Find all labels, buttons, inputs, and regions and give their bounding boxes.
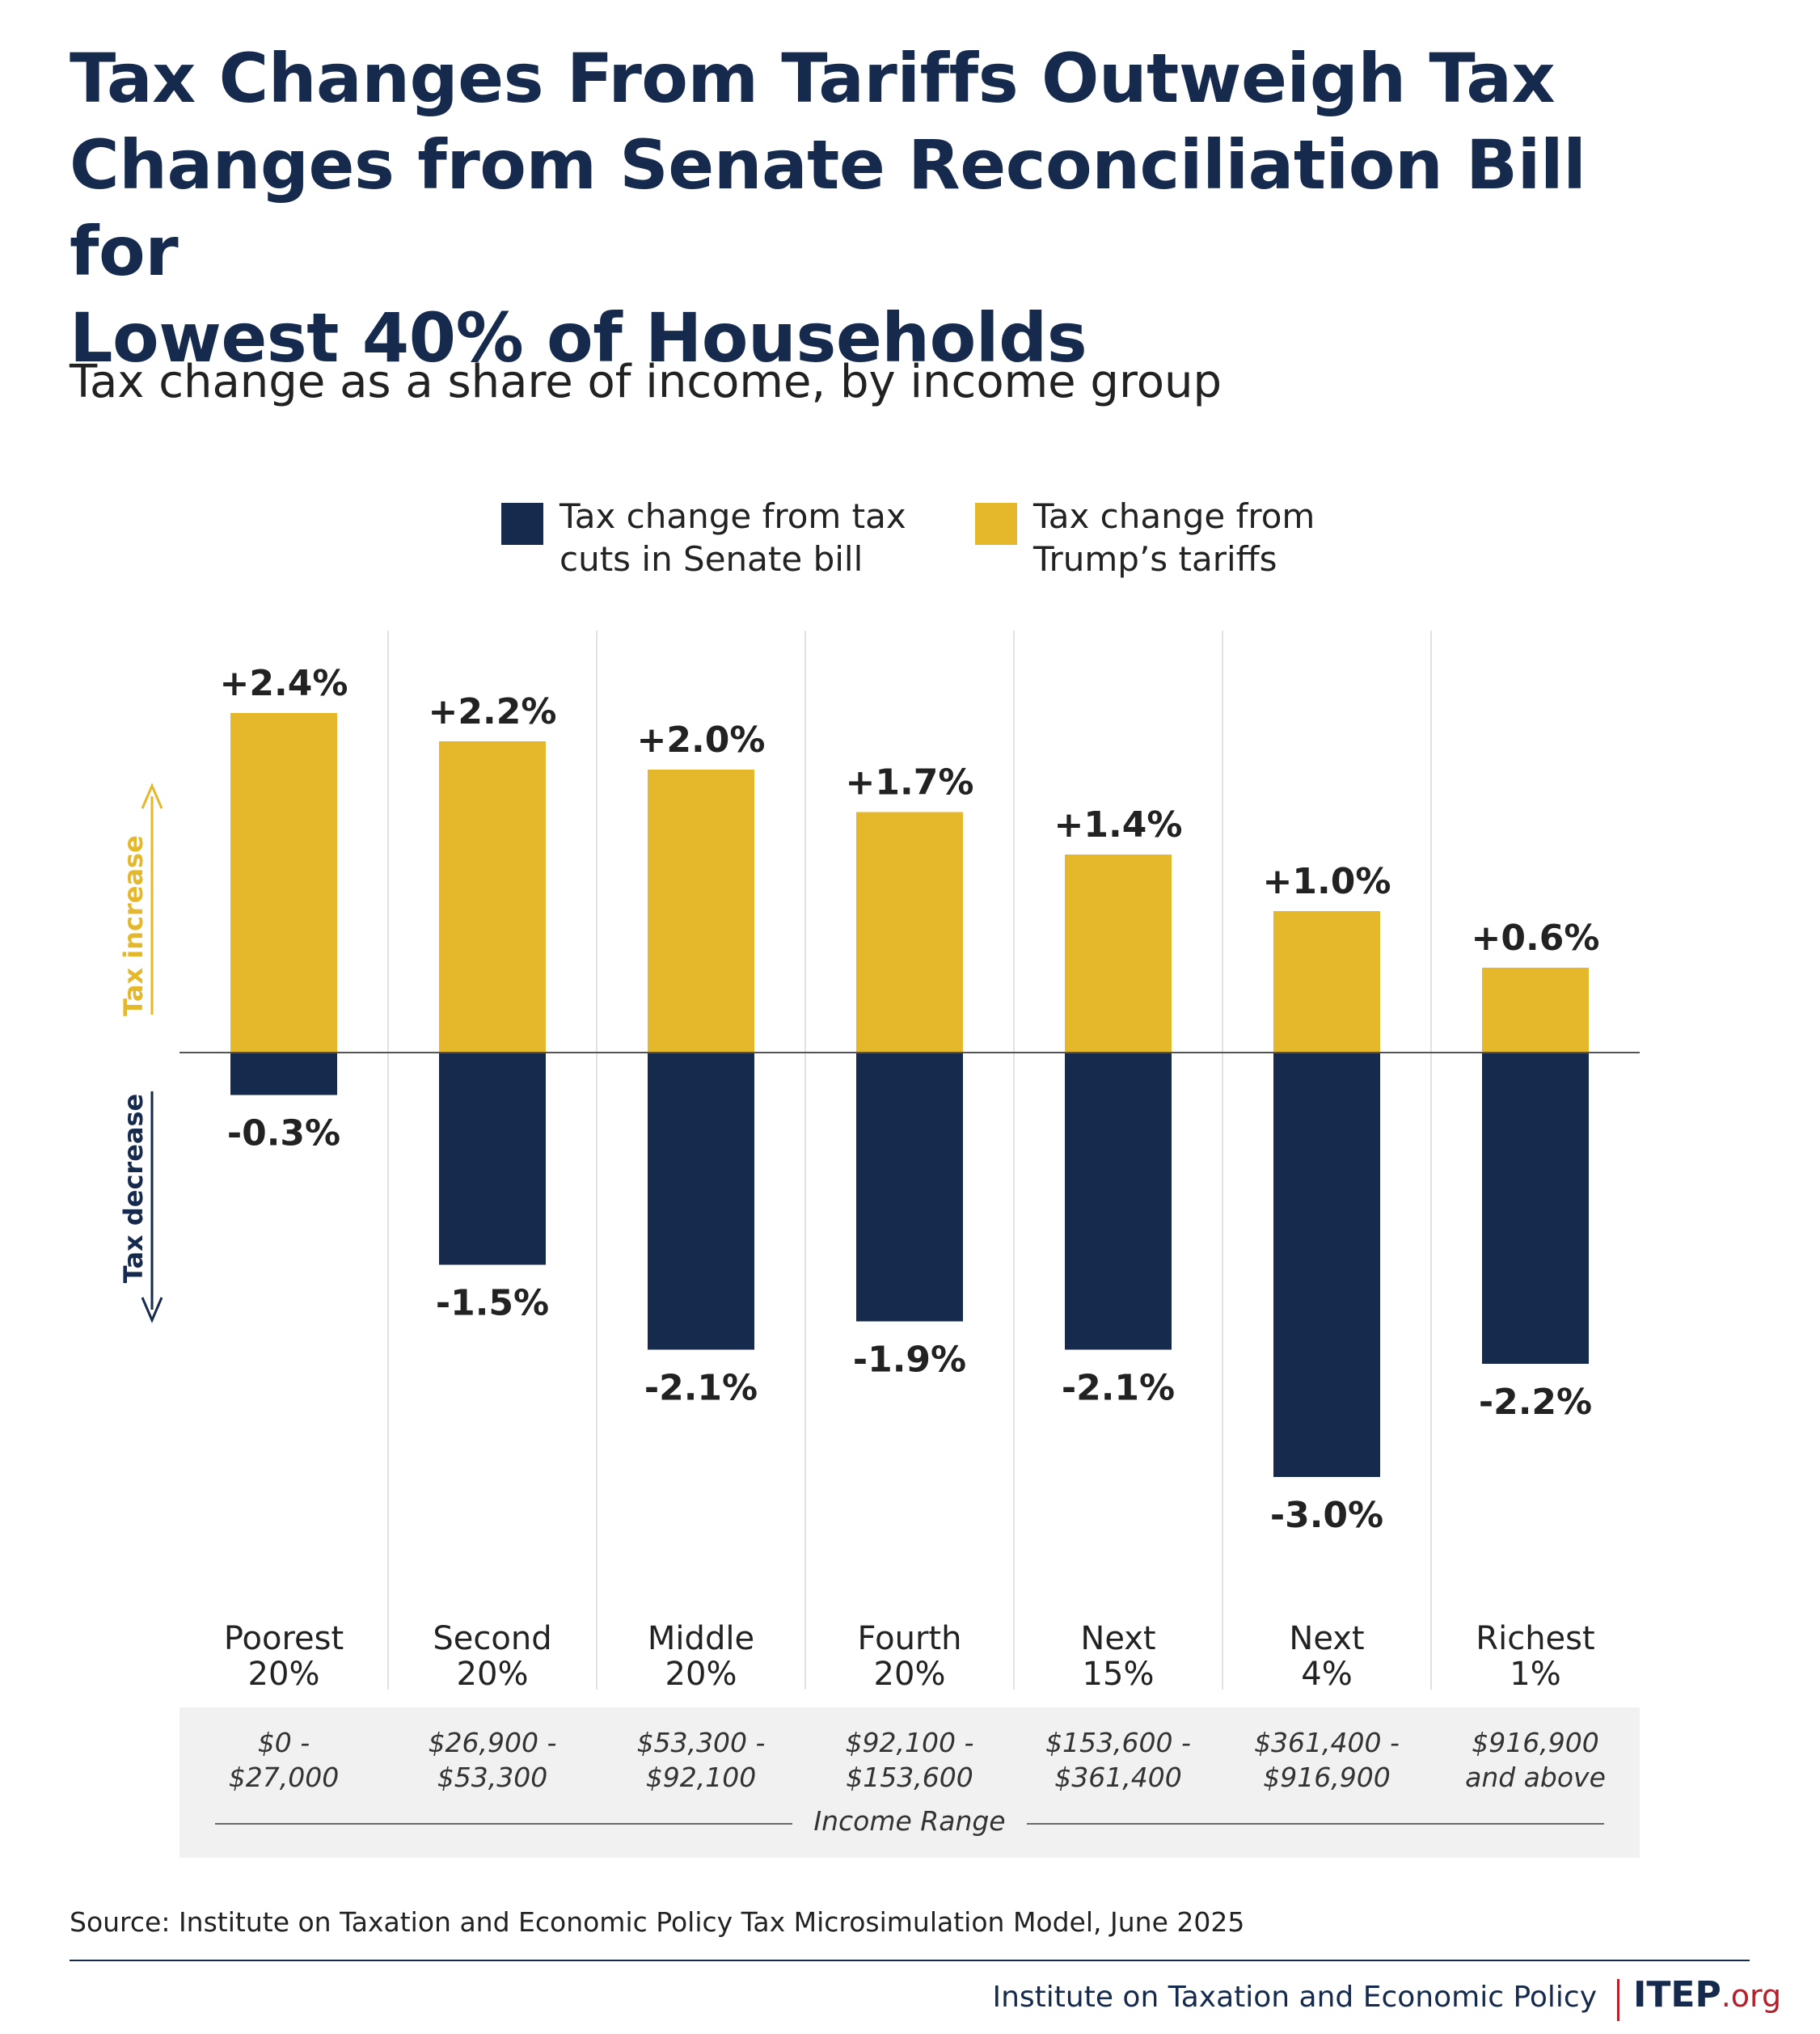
category-label: 1% [1510, 1656, 1560, 1693]
legend-label-tariffs: Tax change from Trump’s tariffs [1033, 496, 1315, 579]
income-range-title: Income Range [813, 1805, 1006, 1837]
category-label: Middle [648, 1620, 754, 1657]
income-range-value: $0 - $27,000 [228, 1727, 340, 1793]
data-label-tariffs: +1.0% [1263, 861, 1391, 902]
data-label-senate-cuts: -1.9% [853, 1340, 966, 1381]
bar-tariffs [1273, 911, 1380, 1053]
category-label: 20% [248, 1656, 320, 1693]
category-label: Fourth [858, 1620, 962, 1657]
category-label: 20% [665, 1656, 737, 1693]
bar-senate-cuts [1273, 1053, 1380, 1477]
data-label-tariffs: +1.7% [846, 762, 974, 804]
data-label-senate-cuts: -2.1% [644, 1368, 758, 1409]
data-label-senate-cuts: -2.2% [1479, 1382, 1592, 1423]
income-range-value: $153,600 - $361,400 [1045, 1727, 1191, 1793]
down-arrow-icon [141, 1297, 163, 1323]
data-label-tariffs: +2.0% [637, 719, 766, 761]
source-note: Source: Institute on Taxation and Econom… [70, 1906, 1245, 1938]
legend-swatch-tariffs [975, 503, 1017, 545]
bar-tariffs [1482, 968, 1589, 1053]
category-label: 4% [1301, 1656, 1352, 1693]
data-label-tariffs: +2.4% [220, 663, 348, 704]
tax-decrease-label: Tax decrease [118, 1094, 149, 1283]
bar-tariffs [1065, 855, 1172, 1053]
category-label: Poorest [224, 1620, 344, 1657]
data-label-senate-cuts: -3.0% [1270, 1495, 1383, 1536]
bar-senate-cuts [439, 1053, 546, 1265]
chart-title: Tax Changes From Tariffs Outweigh Tax Ch… [70, 39, 1586, 378]
bar-tariffs [856, 812, 963, 1053]
category-label: Next [1080, 1620, 1155, 1657]
income-range-value: $92,100 - $153,600 [845, 1727, 974, 1793]
bar-tariffs [648, 770, 754, 1053]
bar-senate-cuts [1065, 1053, 1172, 1350]
data-label-senate-cuts: -1.5% [436, 1283, 549, 1324]
itep-logo: ITEP.org [1633, 1974, 1781, 2015]
bar-chart: +2.4%-0.3%Poorest20%+2.2%-1.5%Second20%+… [118, 631, 1640, 1693]
data-label-senate-cuts: -2.1% [1062, 1368, 1175, 1409]
bar-senate-cuts [1482, 1053, 1589, 1364]
category-label: 15% [1083, 1656, 1155, 1693]
footer-separator [1617, 1979, 1619, 2021]
bar-tariffs [439, 741, 546, 1053]
category-label: Richest [1476, 1620, 1594, 1657]
category-label: 20% [457, 1656, 529, 1693]
category-label: Second [433, 1620, 551, 1657]
logo-main: ITEP [1633, 1974, 1721, 2015]
category-label: Next [1289, 1620, 1364, 1657]
income-range-rule-right [1027, 1823, 1604, 1825]
legend: Tax change from tax cuts in Senate bill … [0, 496, 1820, 598]
up-arrow-icon [141, 783, 163, 809]
bar-tariffs [230, 713, 337, 1053]
legend-swatch-senate-cuts [501, 503, 543, 545]
bar-senate-cuts [230, 1053, 337, 1095]
income-range-rule-left [215, 1823, 792, 1825]
data-label-senate-cuts: -0.3% [227, 1113, 340, 1154]
income-range-value: $26,900 - $53,300 [428, 1727, 557, 1793]
income-range-value: $916,900 and above [1465, 1727, 1606, 1793]
income-range-value: $53,300 - $92,100 [636, 1727, 766, 1793]
bar-senate-cuts [856, 1053, 963, 1322]
data-label-tariffs: +1.4% [1054, 804, 1183, 846]
footer-divider [70, 1960, 1750, 1961]
legend-label-senate-cuts: Tax change from tax cuts in Senate bill [560, 496, 906, 579]
tax-increase-label: Tax increase [118, 835, 149, 1016]
footer-org-name: Institute on Taxation and Economic Polic… [992, 1981, 1597, 2014]
logo-suffix: .org [1721, 1978, 1782, 2014]
bar-senate-cuts [648, 1053, 754, 1350]
data-label-tariffs: +2.2% [429, 691, 557, 732]
category-label: 20% [874, 1656, 946, 1693]
income-range-value: $361,400 - $916,900 [1254, 1727, 1400, 1793]
chart-subtitle: Tax change as a share of income, by inco… [70, 356, 1222, 408]
income-range-panel [179, 1707, 1640, 1858]
data-label-tariffs: +0.6% [1472, 918, 1600, 959]
